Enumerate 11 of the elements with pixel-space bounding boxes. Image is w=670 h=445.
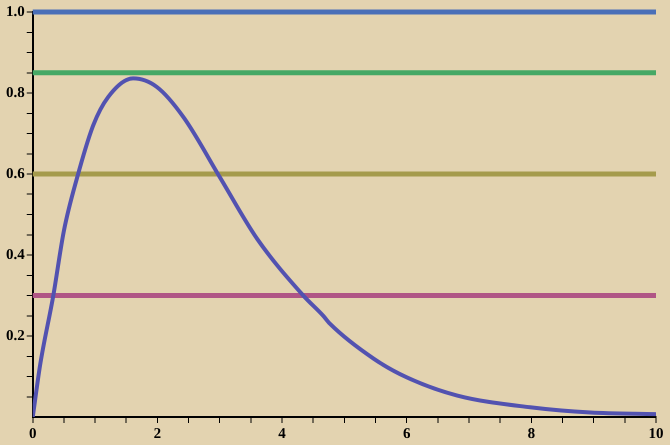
x-tick-label: 0: [29, 426, 36, 442]
y-tick-label: 0.4: [6, 246, 26, 263]
x-tick-label: 8: [528, 426, 536, 442]
x-tick-label: 2: [154, 426, 162, 442]
y-tick-label: 0.2: [6, 328, 25, 344]
x-tick-label: 6: [402, 426, 411, 442]
y-tick-label: 1.0: [6, 4, 25, 20]
y-tick-label: 0.8: [6, 84, 25, 101]
x-tick-label: 10: [648, 426, 664, 442]
x-tick-label: 4: [278, 426, 286, 442]
y-tick-label: 0.6: [6, 166, 26, 182]
